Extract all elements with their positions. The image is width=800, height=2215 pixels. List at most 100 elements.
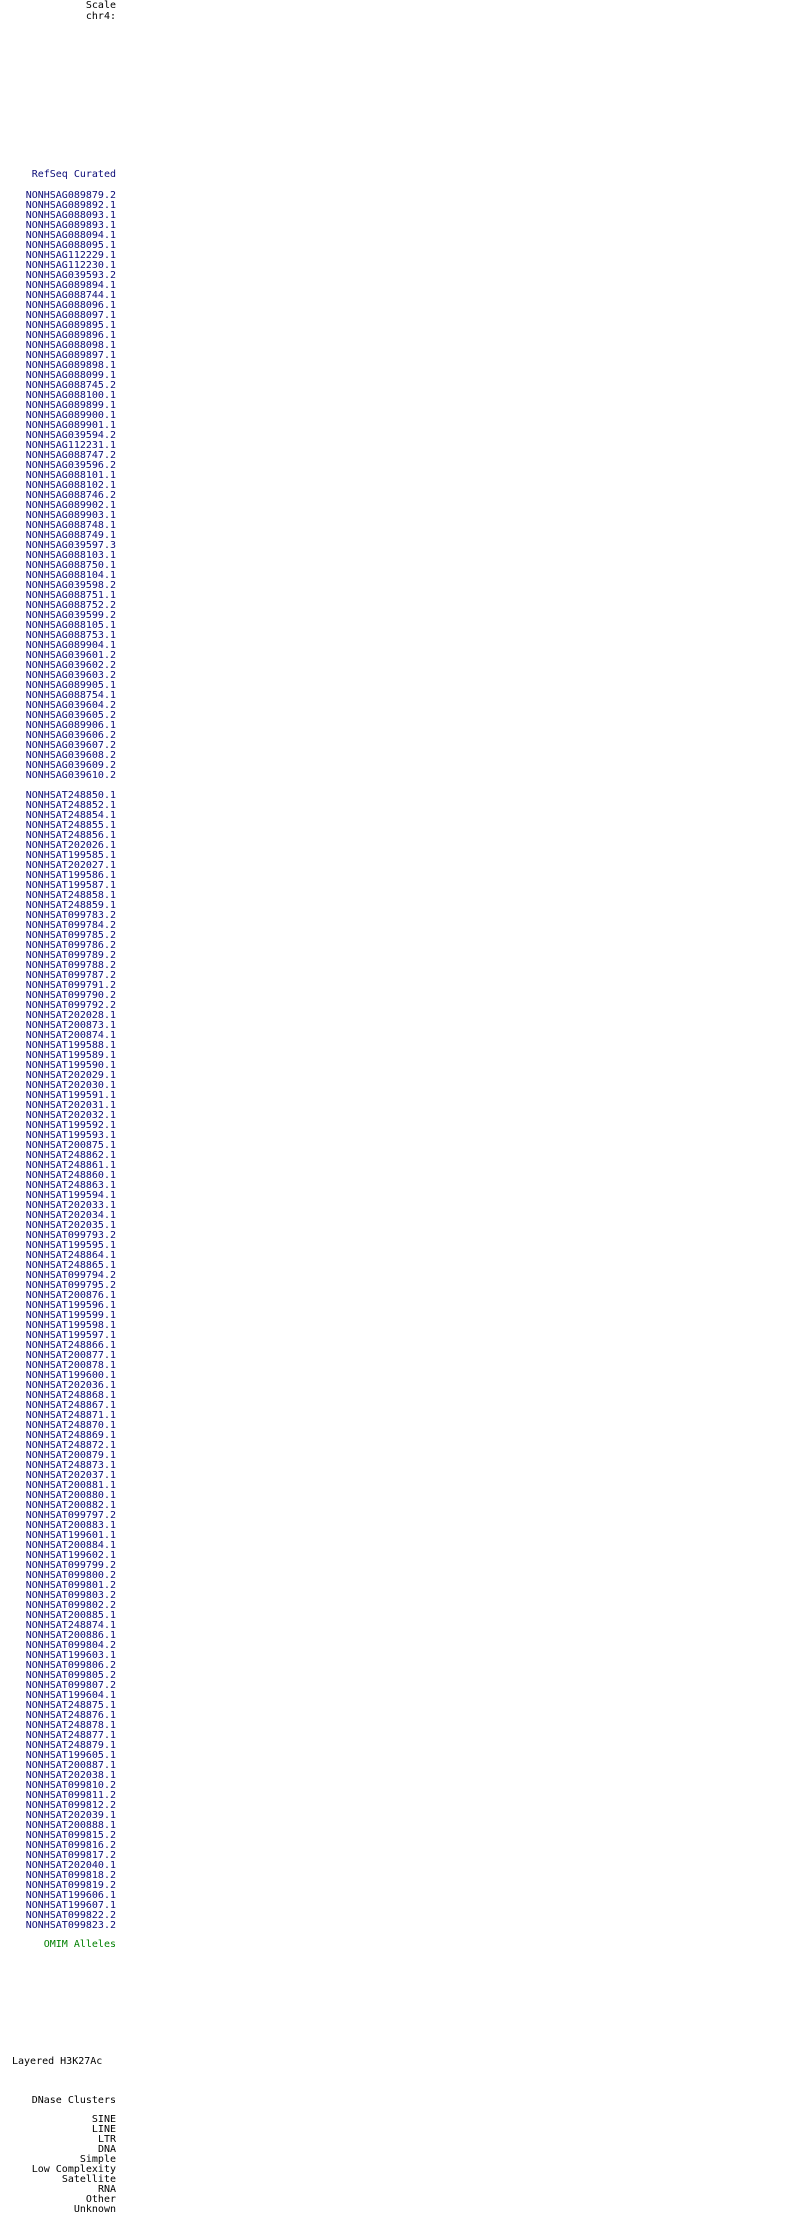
transcript-id-link[interactable]: NONHSAT099787.2 [25, 970, 116, 981]
transcript-id-link[interactable]: NONHSAT099800.2 [25, 1570, 116, 1581]
gene-id-link[interactable]: NONHSAG112229.1 [25, 250, 116, 261]
transcript-id-link[interactable]: NONHSAT248878.1 [25, 1720, 116, 1731]
gene-id-link[interactable]: NONHSAG039604.2 [25, 700, 116, 711]
transcript-id-link[interactable]: NONHSAT248864.1 [25, 1250, 116, 1261]
transcript-id-link[interactable]: NONHSAT099801.2 [25, 1580, 116, 1591]
transcript-id-link[interactable]: NONHSAT199607.1 [25, 1900, 116, 1911]
transcript-id-link[interactable]: NONHSAT199590.1 [25, 1060, 116, 1071]
gene-id-link[interactable]: NONHSAG088753.1 [25, 630, 116, 641]
gene-id-link[interactable]: NONHSAG039607.2 [25, 740, 116, 751]
gene-id-link[interactable]: NONHSAG089899.1 [25, 400, 116, 411]
transcript-id-link[interactable]: NONHSAT099786.2 [25, 940, 116, 951]
transcript-id-link[interactable]: NONHSAT248861.1 [25, 1160, 116, 1171]
transcript-id-link[interactable]: NONHSAT248859.1 [25, 900, 116, 911]
gene-id-link[interactable]: NONHSAG088754.1 [25, 690, 116, 701]
transcript-id-link[interactable]: NONHSAT248872.1 [25, 1440, 116, 1451]
omim-alleles-track-title[interactable]: OMIM Alleles [43, 1939, 116, 1950]
transcript-id-link[interactable]: NONHSAT202038.1 [25, 1770, 116, 1781]
transcript-id-link[interactable]: NONHSAT199589.1 [25, 1050, 116, 1061]
transcript-id-link[interactable]: NONHSAT199601.1 [25, 1530, 116, 1541]
transcript-id-link[interactable]: NONHSAT199602.1 [25, 1550, 116, 1561]
gene-id-link[interactable]: NONHSAG088099.1 [25, 370, 116, 381]
transcript-id-link[interactable]: NONHSAT099799.2 [25, 1560, 116, 1571]
transcript-id-link[interactable]: NONHSAT099793.2 [25, 1230, 116, 1241]
transcript-id-link[interactable]: NONHSAT200874.1 [25, 1030, 116, 1041]
gene-id-link[interactable]: NONHSAG088093.1 [25, 210, 116, 221]
transcript-id-link[interactable]: NONHSAT248856.1 [25, 830, 116, 841]
transcript-id-link[interactable]: NONHSAT099788.2 [25, 960, 116, 971]
transcript-id-link[interactable]: NONHSAT099806.2 [25, 1660, 116, 1671]
transcript-id-link[interactable]: NONHSAT202030.1 [25, 1080, 116, 1091]
gene-id-link[interactable]: NONHSAG089902.1 [25, 500, 116, 511]
gene-id-link[interactable]: NONHSAG039603.2 [25, 670, 116, 681]
transcript-id-link[interactable]: NONHSAT200883.1 [25, 1520, 116, 1531]
transcript-id-link[interactable]: NONHSAT099810.2 [25, 1780, 116, 1791]
gene-id-link[interactable]: NONHSAG088098.1 [25, 340, 116, 351]
gene-id-link[interactable]: NONHSAG088101.1 [25, 470, 116, 481]
gene-id-link[interactable]: NONHSAG088752.2 [25, 600, 116, 611]
transcript-id-link[interactable]: NONHSAT099785.2 [25, 930, 116, 941]
transcript-id-link[interactable]: NONHSAT248876.1 [25, 1710, 116, 1721]
transcript-id-link[interactable]: NONHSAT199597.1 [25, 1330, 116, 1341]
gene-id-link[interactable]: NONHSAG039609.2 [25, 760, 116, 771]
transcript-id-link[interactable]: NONHSAT099819.2 [25, 1880, 116, 1891]
gene-id-link[interactable]: NONHSAG088094.1 [25, 230, 116, 241]
transcript-id-link[interactable]: NONHSAT200876.1 [25, 1290, 116, 1301]
transcript-id-link[interactable]: NONHSAT200886.1 [25, 1630, 116, 1641]
transcript-id-link[interactable]: NONHSAT199585.1 [25, 850, 116, 861]
transcript-id-link[interactable]: NONHSAT199598.1 [25, 1320, 116, 1331]
transcript-id-link[interactable]: NONHSAT199596.1 [25, 1300, 116, 1311]
transcript-id-link[interactable]: NONHSAT248875.1 [25, 1700, 116, 1711]
transcript-id-link[interactable]: NONHSAT199594.1 [25, 1190, 116, 1201]
transcript-id-link[interactable]: NONHSAT099816.2 [25, 1840, 116, 1851]
transcript-id-link[interactable]: NONHSAT202035.1 [25, 1220, 116, 1231]
transcript-id-link[interactable]: NONHSAT248874.1 [25, 1620, 116, 1631]
transcript-id-link[interactable]: NONHSAT099803.2 [25, 1590, 116, 1601]
transcript-id-link[interactable]: NONHSAT202034.1 [25, 1210, 116, 1221]
transcript-id-link[interactable]: NONHSAT202029.1 [25, 1070, 116, 1081]
transcript-id-link[interactable]: NONHSAT099789.2 [25, 950, 116, 961]
transcript-id-link[interactable]: NONHSAT099783.2 [25, 910, 116, 921]
transcript-id-link[interactable]: NONHSAT199593.1 [25, 1130, 116, 1141]
transcript-id-link[interactable]: NONHSAT200881.1 [25, 1480, 116, 1491]
transcript-id-link[interactable]: NONHSAT099817.2 [25, 1850, 116, 1861]
gene-id-link[interactable]: NONHSAG089879.2 [25, 190, 116, 201]
gene-id-link[interactable]: NONHSAG088747.2 [25, 450, 116, 461]
transcript-id-link[interactable]: NONHSAT200880.1 [25, 1490, 116, 1501]
transcript-id-link[interactable]: NONHSAT099805.2 [25, 1670, 116, 1681]
gene-id-link[interactable]: NONHSAG039596.2 [25, 460, 116, 471]
gene-id-link[interactable]: NONHSAG089897.1 [25, 350, 116, 361]
transcript-id-link[interactable]: NONHSAT199592.1 [25, 1120, 116, 1131]
gene-id-link[interactable]: NONHSAG089894.1 [25, 280, 116, 291]
gene-id-link[interactable]: NONHSAG089904.1 [25, 640, 116, 651]
transcript-id-link[interactable]: NONHSAT202028.1 [25, 1010, 116, 1021]
gene-id-link[interactable]: NONHSAG039602.2 [25, 660, 116, 671]
gene-id-link[interactable]: NONHSAG039598.2 [25, 580, 116, 591]
transcript-id-link[interactable]: NONHSAT200882.1 [25, 1500, 116, 1511]
gene-id-link[interactable]: NONHSAG039601.2 [25, 650, 116, 661]
transcript-id-link[interactable]: NONHSAT199599.1 [25, 1310, 116, 1321]
transcript-id-link[interactable]: NONHSAT202036.1 [25, 1380, 116, 1391]
transcript-id-link[interactable]: NONHSAT202033.1 [25, 1200, 116, 1211]
transcript-id-link[interactable]: NONHSAT099811.2 [25, 1790, 116, 1801]
transcript-id-link[interactable]: NONHSAT099792.2 [25, 1000, 116, 1011]
transcript-id-link[interactable]: NONHSAT200887.1 [25, 1760, 116, 1771]
transcript-id-link[interactable]: NONHSAT099791.2 [25, 980, 116, 991]
gene-id-link[interactable]: NONHSAG088097.1 [25, 310, 116, 321]
transcript-id-link[interactable]: NONHSAT200875.1 [25, 1140, 116, 1151]
transcript-id-link[interactable]: NONHSAT248877.1 [25, 1730, 116, 1741]
gene-id-link[interactable]: NONHSAG089901.1 [25, 420, 116, 431]
transcript-id-link[interactable]: NONHSAT099815.2 [25, 1830, 116, 1841]
transcript-id-link[interactable]: NONHSAT248869.1 [25, 1430, 116, 1441]
transcript-id-link[interactable]: NONHSAT099784.2 [25, 920, 116, 931]
gene-id-link[interactable]: NONHSAG089906.1 [25, 720, 116, 731]
transcript-id-link[interactable]: NONHSAT199586.1 [25, 870, 116, 881]
transcript-id-link[interactable]: NONHSAT248865.1 [25, 1260, 116, 1271]
gene-id-link[interactable]: NONHSAG088745.2 [25, 380, 116, 391]
gene-id-link[interactable]: NONHSAG088102.1 [25, 480, 116, 491]
transcript-id-link[interactable]: NONHSAT202032.1 [25, 1110, 116, 1121]
gene-id-link[interactable]: NONHSAG089905.1 [25, 680, 116, 691]
gene-id-link[interactable]: NONHSAG112231.1 [25, 440, 116, 451]
gene-id-link[interactable]: NONHSAG039597.3 [25, 540, 116, 551]
transcript-id-link[interactable]: NONHSAT199595.1 [25, 1240, 116, 1251]
